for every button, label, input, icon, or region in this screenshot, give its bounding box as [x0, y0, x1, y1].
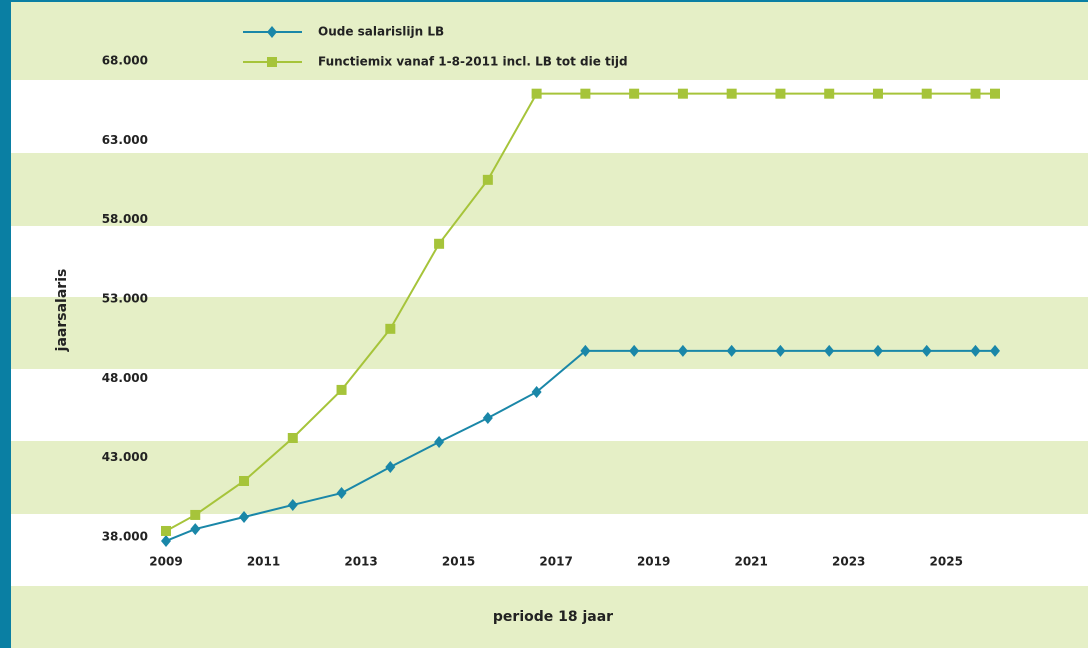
x-axis-label: periode 18 jaar [493, 609, 613, 625]
y-tick-label: 68.000 [102, 54, 148, 68]
marker [161, 534, 171, 547]
marker [990, 88, 1000, 99]
legend-label: Functiemix vanaf 1-8-2011 incl. LB tot d… [318, 55, 628, 69]
marker [970, 344, 981, 357]
marker [267, 26, 277, 38]
marker [629, 88, 640, 99]
marker [531, 385, 542, 398]
x-tick-label: 2009 [149, 555, 182, 569]
marker [531, 88, 542, 99]
y-tick-label: 63.000 [102, 133, 148, 147]
marker [190, 523, 201, 536]
band [0, 441, 1088, 514]
marker [287, 432, 298, 443]
band [0, 297, 1088, 369]
marker [970, 88, 981, 99]
x-tick-label: 2019 [637, 555, 670, 569]
y-tick-label: 53.000 [102, 292, 148, 306]
marker [482, 412, 493, 424]
y-axis-label: jaarsalaris [54, 269, 70, 353]
marker [726, 344, 737, 357]
x-tick-label: 2021 [734, 555, 767, 569]
marker [239, 475, 250, 486]
top-border [0, 0, 1088, 2]
marker [872, 88, 883, 99]
marker [726, 88, 737, 99]
marker [872, 344, 883, 357]
marker [824, 88, 835, 99]
marker [921, 344, 932, 357]
marker [629, 344, 640, 357]
x-tick-label: 2017 [539, 555, 572, 569]
band [0, 586, 1088, 648]
y-tick-label: 48.000 [102, 371, 148, 385]
marker [190, 509, 201, 520]
marker [161, 525, 171, 536]
marker [385, 323, 396, 334]
band [0, 153, 1088, 226]
marker [287, 498, 298, 511]
y-tick-label: 58.000 [102, 212, 148, 226]
x-tick-label: 2023 [832, 555, 865, 569]
marker [824, 344, 835, 357]
marker [580, 88, 591, 99]
y-tick-label: 43.000 [102, 450, 148, 464]
band [0, 0, 1088, 80]
marker [267, 57, 277, 67]
marker [677, 88, 688, 99]
marker [775, 344, 786, 357]
marker [677, 344, 688, 357]
x-tick-label: 2015 [442, 555, 475, 569]
marker [990, 344, 1000, 357]
marker [580, 344, 591, 357]
x-tick-label: 2011 [247, 555, 280, 569]
y-tick-label: 38.000 [102, 530, 148, 544]
marker [434, 238, 445, 249]
x-tick-label: 2025 [930, 555, 963, 569]
marker [921, 88, 932, 99]
side-bar [0, 0, 11, 648]
marker [385, 461, 396, 474]
marker [336, 384, 347, 395]
marker [775, 88, 786, 99]
marker [482, 174, 493, 185]
marker [239, 511, 250, 524]
marker [336, 487, 347, 500]
legend-label: Oude salarislijn LB [318, 25, 444, 39]
x-tick-label: 2013 [344, 555, 377, 569]
marker [434, 435, 445, 448]
